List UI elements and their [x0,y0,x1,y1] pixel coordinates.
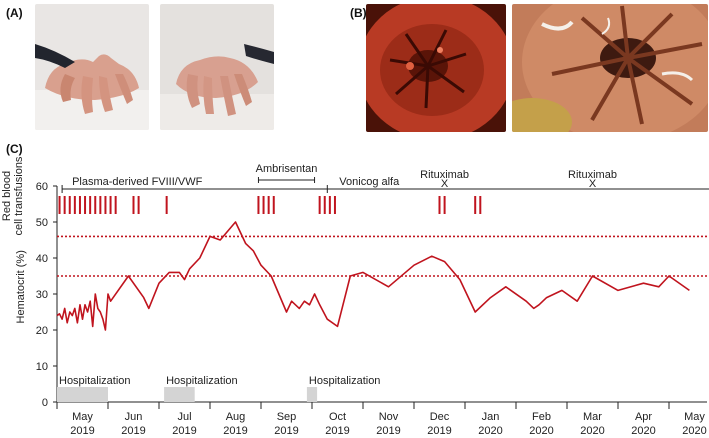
x-year-label: 2019 [70,425,94,437]
hands-photo-right [160,4,274,130]
x-month-label: Mar [583,411,602,423]
x-month-label: Apr [635,411,652,423]
x-year-label: 2019 [376,425,400,437]
transfusions-axis-label-line: Red blood [1,171,13,221]
x-month-label: May [684,411,705,423]
x-year-label: 2020 [580,425,604,437]
x-month-label: May [72,411,93,423]
treatment-label: Plasma-derived FVIII/VWF [72,176,202,188]
treatment-symbol: X [589,178,597,190]
panel-label-c: (C) [6,142,23,156]
hospitalization-label: Hospitalization [309,375,381,387]
hospitalization-bar [306,387,318,402]
x-month-label: Nov [379,411,399,423]
y-axis-label: Hematocrit (%) [15,250,27,323]
x-year-label: 2019 [172,425,196,437]
treatment-label: Vonicog alfa [339,176,400,188]
transfusions-axis-label: Red bloodcell transfusions [1,156,25,235]
treatment-label: Rituximab [568,169,617,181]
transfusions-axis-label-line: cell transfusions [13,156,25,235]
x-year-label: 2020 [682,425,706,437]
panel-label-a: (A) [6,6,23,20]
x-month-label: Oct [329,411,346,423]
hospitalization-bar [57,387,108,402]
y-tick-label: 60 [36,181,48,193]
hospitalization-label: Hospitalization [166,375,238,387]
x-month-label: Feb [532,411,551,423]
y-tick-label: 20 [36,325,48,337]
hospitalization-bar [164,387,195,402]
x-year-label: 2020 [631,425,655,437]
x-month-label: Jun [125,411,143,423]
x-year-label: 2020 [478,425,502,437]
x-month-label: Jan [482,411,500,423]
x-year-label: 2019 [427,425,451,437]
treatment-label: Rituximab [420,169,469,181]
x-year-label: 2019 [223,425,247,437]
x-month-label: Sep [277,411,297,423]
y-tick-label: 40 [36,253,48,265]
hospitalization-label: Hospitalization [59,375,131,387]
x-month-label: Aug [226,411,246,423]
endoscopy-photo-left [366,4,506,132]
treatment-label: Ambrisentan [256,163,318,175]
x-year-label: 2019 [274,425,298,437]
panel-label-b: (B) [350,6,367,20]
hands-photo-left [35,4,149,130]
y-tick-label: 10 [36,361,48,373]
y-tick-label: 50 [36,217,48,229]
y-tick-label: 30 [36,289,48,301]
x-year-label: 2020 [529,425,553,437]
treatment-symbol: X [441,178,449,190]
x-year-label: 2019 [325,425,349,437]
endoscopy-photo-right [512,4,708,132]
x-month-label: Jul [177,411,191,423]
y-tick-label: 0 [42,397,48,409]
hematocrit-series-line [56,221,690,331]
x-month-label: Dec [430,411,450,423]
x-year-label: 2019 [121,425,145,437]
